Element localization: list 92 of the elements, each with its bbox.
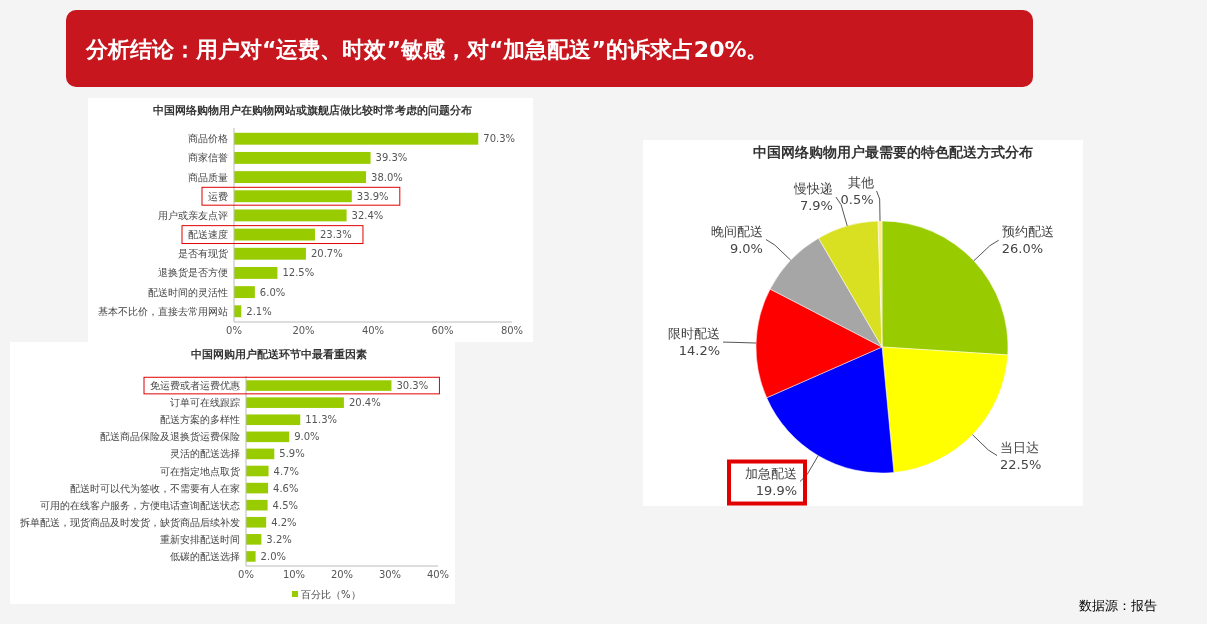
data-label: 5.9% <box>279 448 305 460</box>
slice-label: 当日达 <box>1000 439 1040 455</box>
y-tick-label: 重新安排配送时间 <box>160 533 240 545</box>
y-tick-label: 退换货是否方便 <box>158 267 228 279</box>
data-label: 3.2% <box>266 533 292 545</box>
data-label: 20.7% <box>310 248 343 260</box>
bar <box>246 380 392 391</box>
y-tick-label: 是否有现货 <box>178 248 228 260</box>
text: 分析结论：用户对“运费、时效”敏感，对“加急配送”的诉求占20%。 <box>85 36 769 62</box>
x-tick-label: 40% <box>361 325 385 336</box>
x-tick-label: 40% <box>426 569 450 580</box>
y-tick-label: 用户或亲友点评 <box>158 209 228 221</box>
x-tick-label: 20% <box>330 569 354 580</box>
data-label: 26.0% <box>1001 241 1044 257</box>
bar <box>234 171 367 184</box>
data-label: 9.0% <box>294 431 320 443</box>
bar <box>246 551 256 562</box>
bar <box>246 431 290 443</box>
y-tick-label: 可用的在线客户服务，方便电话查询配送状态 <box>40 499 240 511</box>
data-label: 19.9% <box>755 482 798 498</box>
bar <box>234 247 306 260</box>
y-tick-label: 免运费或者运费优惠 <box>150 380 240 392</box>
slice-label: 慢快递 <box>792 181 833 197</box>
slice-label: 其他 <box>847 175 874 191</box>
bar <box>234 132 479 145</box>
bar <box>246 414 301 426</box>
y-tick-label: 商家信誉 <box>188 152 228 164</box>
bar <box>246 516 267 528</box>
y-tick-label: 配送时可以代为签收，不需要有人在家 <box>70 482 240 494</box>
data-label: 4.7% <box>273 465 299 477</box>
slice-label: 限时配送 <box>668 326 721 342</box>
slice-label: 预约配送 <box>1001 224 1054 240</box>
bar <box>234 209 347 222</box>
bar <box>234 151 371 164</box>
bar <box>246 397 344 408</box>
data-label: 30.3% <box>396 380 429 392</box>
y-tick-label: 订单可在线跟踪 <box>170 397 240 409</box>
x-tick-label: 0% <box>226 325 242 336</box>
y-tick-label: 商品价格 <box>188 133 228 145</box>
y-tick-label: 基本不比价，直接去常用网站 <box>98 305 228 317</box>
data-label: 39.3% <box>375 152 408 164</box>
data-label: 38.0% <box>371 171 403 183</box>
data-label: 7.9% <box>799 198 833 214</box>
data-label: 2.0% <box>260 550 287 562</box>
y-tick-label: 配送时间的灵活性 <box>148 286 228 298</box>
bar <box>246 499 268 511</box>
bar <box>234 190 352 203</box>
bar <box>246 465 269 477</box>
x-tick-label: 0% <box>238 569 254 580</box>
data-label: 2.1% <box>246 305 272 317</box>
y-tick-label: 可在指定地点取货 <box>160 465 240 477</box>
data-label: 9.0% <box>729 240 763 256</box>
data-label: 6.0% <box>259 286 286 298</box>
x-tick-label: 80% <box>500 325 524 336</box>
x-tick-label: 60% <box>431 325 454 336</box>
bar <box>234 228 315 241</box>
data-label: 32.4% <box>351 209 384 221</box>
data-label: 70.3% <box>483 133 516 145</box>
y-tick-label: 灵活的配送选择 <box>170 448 240 460</box>
data-label: 11.3% <box>305 414 338 426</box>
chart-title: 中国网络购物用户最需要的特色配送方式分布 <box>753 144 1033 160</box>
legend-label: 百分比（%） <box>301 588 361 600</box>
x-tick-label: 20% <box>292 325 315 336</box>
y-tick-label: 配送速度 <box>188 229 228 241</box>
y-tick-label: 配送方案的多样性 <box>160 414 240 426</box>
y-tick-label: 配送商品保险及退换货运费保险 <box>100 431 240 443</box>
data-label: 4.2% <box>271 516 297 528</box>
data-label: 4.6% <box>273 482 299 494</box>
bar <box>246 534 262 545</box>
x-tick-label: 30% <box>378 569 402 580</box>
chart-title: 中国网络购物用户在购物网站或旗舰店做比较时常考虑的问题分布 <box>152 104 472 117</box>
data-label: 0.5% <box>840 192 874 208</box>
y-tick-label: 低碳的配送选择 <box>170 550 240 562</box>
y-tick-label: 拆单配送，现货商品及时发货，缺货商品后续补发 <box>19 516 240 528</box>
bar <box>246 448 275 460</box>
data-label: 14.2% <box>678 343 721 359</box>
data-label: 12.5% <box>282 267 315 279</box>
data-label: 23.3% <box>319 229 352 241</box>
bar <box>246 482 269 494</box>
data-label: 20.4% <box>348 397 381 409</box>
y-tick-label: 运费 <box>208 190 228 202</box>
data-label: 4.5% <box>272 499 299 511</box>
x-tick-label: 10% <box>282 569 306 580</box>
y-tick-label: 商品质量 <box>188 171 228 183</box>
data-label: 33.9% <box>356 190 389 202</box>
text: 数据源：报告 <box>1079 598 1157 613</box>
slice-label: 加急配送 <box>745 465 798 481</box>
bar <box>234 286 255 299</box>
slice-label: 晚间配送 <box>710 223 763 239</box>
chart-title: 中国网购用户配送环节中最看重因素 <box>191 348 368 360</box>
data-label: 22.5% <box>1000 456 1042 472</box>
bar <box>234 266 278 279</box>
